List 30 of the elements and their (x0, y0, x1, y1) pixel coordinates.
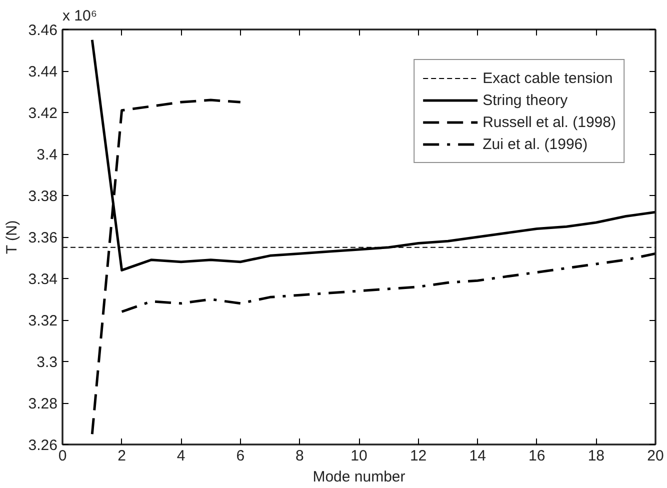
y-tick-label: 3.32 (28, 312, 58, 330)
x-tick-label: 4 (176, 448, 186, 464)
x-axis-title: Mode number (312, 468, 406, 486)
y-tick-label: 3.34 (28, 271, 58, 288)
legend-label: Exact cable tension (482, 69, 613, 87)
y-tick-label: 3.3 (36, 354, 58, 371)
legend-label: Zui et al. (1996) (482, 135, 588, 153)
x-tick-label: 16 (528, 448, 546, 464)
x-tick-label: 8 (296, 448, 304, 464)
y-tick-label: 3.38 (28, 188, 58, 205)
line-series (120, 252, 656, 313)
y-tick-label: 3.42 (28, 105, 58, 122)
y-tick-label: 3.28 (28, 396, 58, 412)
legend-label: Russell et al. (1998) (482, 113, 616, 131)
x-tick-label: 6 (236, 448, 245, 464)
text: x 10⁶ (62, 8, 98, 24)
y-tick-label: 3.4 (36, 146, 58, 164)
y-tick-label: 3.26 (28, 437, 58, 454)
x-tick-label: 10 (350, 448, 368, 464)
legend-label: String theory (482, 91, 568, 109)
y-tick-label: 3.36 (28, 230, 58, 246)
x-tick-label: 18 (588, 448, 605, 464)
y-tick-label: 3.44 (28, 64, 58, 80)
y-tick-label: 3.46 (28, 22, 58, 39)
x-tick-label: 2 (118, 448, 126, 464)
x-tick-label: 14 (469, 448, 486, 464)
x-tick-label: 20 (647, 448, 664, 464)
y-axis-title: T (N) (3, 220, 20, 254)
x-tick-label: 12 (410, 448, 427, 464)
x-tick-label: 0 (58, 448, 67, 464)
